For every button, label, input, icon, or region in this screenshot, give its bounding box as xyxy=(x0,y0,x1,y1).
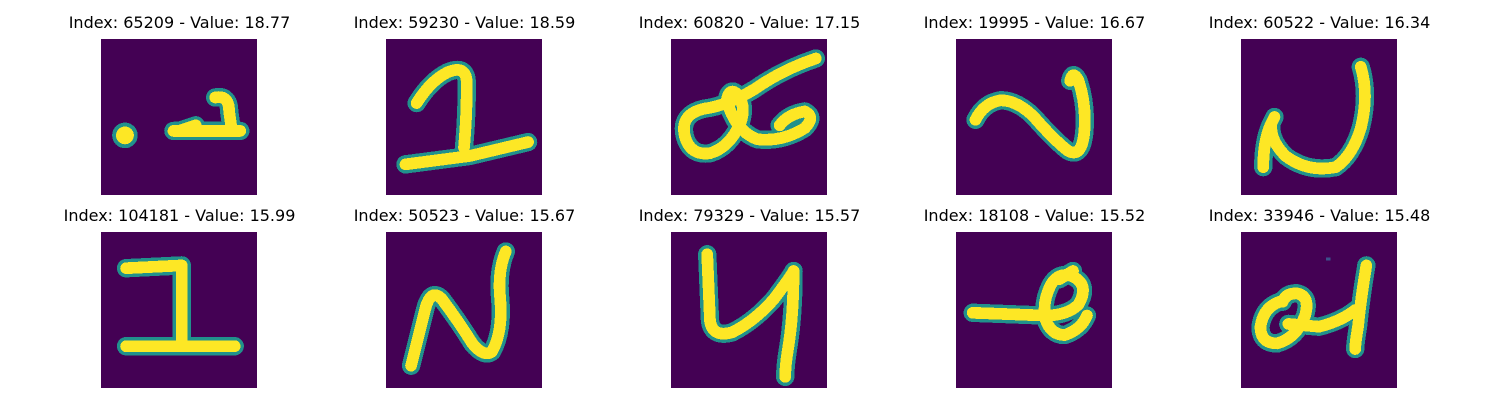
panel-title: Index: 79329 - Value: 15.57 xyxy=(638,206,861,225)
panel-title: Index: 60820 - Value: 17.15 xyxy=(638,13,861,32)
panel-10: Index: 33946 - Value: 15.48 xyxy=(1177,205,1462,388)
panel-5: Index: 60522 - Value: 16.34 xyxy=(1177,12,1462,195)
panel-9: Index: 18108 - Value: 15.52 xyxy=(892,205,1177,388)
digit-image xyxy=(956,232,1112,388)
digit-image xyxy=(671,39,827,195)
panel-title: Index: 18108 - Value: 15.52 xyxy=(923,206,1146,225)
digit-image xyxy=(1241,39,1397,195)
digit-image xyxy=(386,232,542,388)
panel-4: Index: 19995 - Value: 16.67 xyxy=(892,12,1177,195)
panel-6: Index: 104181 - Value: 15.99 xyxy=(37,205,322,388)
panel-8: Index: 79329 - Value: 15.57 xyxy=(607,205,892,388)
panel-title: Index: 50523 - Value: 15.67 xyxy=(353,206,576,225)
digit-image xyxy=(956,39,1112,195)
panel-title: Index: 104181 - Value: 15.99 xyxy=(63,206,296,225)
panel-title: Index: 19995 - Value: 16.67 xyxy=(923,13,1146,32)
panel-3: Index: 60820 - Value: 17.15 xyxy=(607,12,892,195)
panel-7: Index: 50523 - Value: 15.67 xyxy=(322,205,607,388)
digit-image xyxy=(671,232,827,388)
panel-title: Index: 60522 - Value: 16.34 xyxy=(1208,13,1431,32)
digit-image xyxy=(101,39,257,195)
digit-image xyxy=(101,232,257,388)
panel-title: Index: 59230 - Value: 18.59 xyxy=(353,13,576,32)
digit-image xyxy=(1241,232,1397,388)
panel-1: Index: 65209 - Value: 18.77 xyxy=(37,12,322,195)
panel-2: Index: 59230 - Value: 18.59 xyxy=(322,12,607,195)
panel-title: Index: 65209 - Value: 18.77 xyxy=(68,13,291,32)
panel-title: Index: 33946 - Value: 15.48 xyxy=(1208,206,1431,225)
digit-image xyxy=(386,39,542,195)
